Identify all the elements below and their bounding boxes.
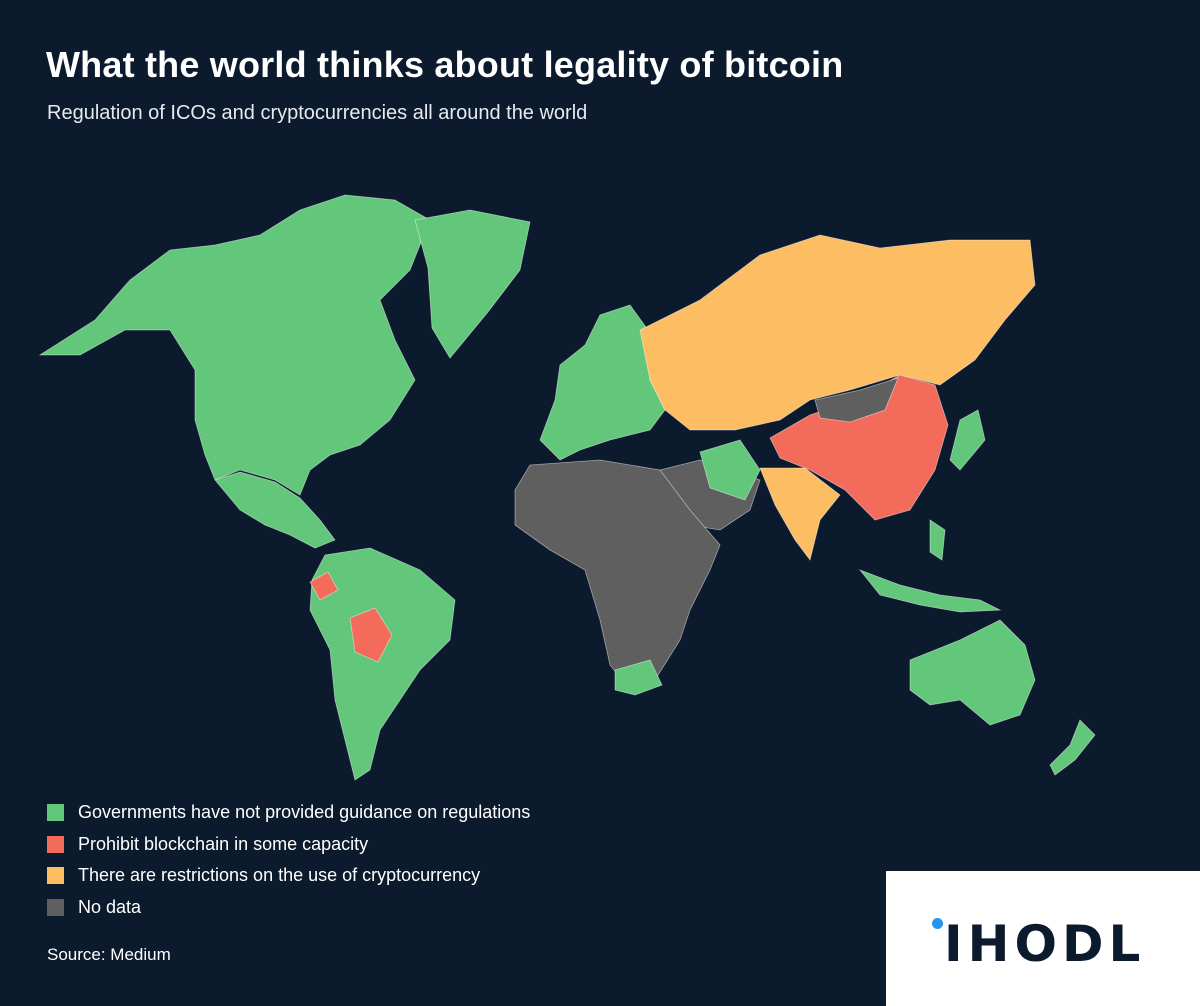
legend-label: No data	[78, 896, 142, 917]
legend-item-prohibit: Prohibit blockchain in some capacity	[47, 829, 530, 861]
legend: Governments have not provided guidance o…	[47, 797, 530, 923]
legend-label: Prohibit blockchain in some capacity	[78, 833, 369, 854]
region-greenland	[414, 209, 531, 359]
region-australia	[909, 619, 1036, 726]
region-mexico-central-america	[214, 471, 336, 549]
region-bolivia	[349, 607, 393, 663]
region-russia-central-asia	[639, 234, 1036, 431]
region-southeast-asia	[858, 569, 1002, 613]
legend-swatch	[47, 804, 64, 822]
legend-item-no-data: No data	[47, 892, 530, 924]
brand-logo: IHODL	[944, 915, 1146, 973]
page-title: What the world thinks about legality of …	[46, 44, 844, 85]
region-mongolia	[814, 377, 899, 423]
region-south-africa	[614, 659, 663, 696]
legend-swatch	[47, 835, 64, 853]
legend-swatch	[47, 867, 64, 885]
page-subtitle: Regulation of ICOs and cryptocurrencies …	[47, 102, 588, 124]
region-philippines	[929, 519, 946, 561]
legend-label: There are restrictions on the use of cry…	[78, 865, 481, 886]
region-iran	[699, 439, 761, 501]
region-ecuador	[309, 571, 339, 601]
legend-swatch	[47, 898, 64, 916]
region-new-zealand	[1049, 719, 1096, 776]
legend-item-no-guidance: Governments have not provided guidance o…	[47, 797, 530, 829]
logo-dot-icon	[932, 918, 943, 929]
legend-item-restrictions: There are restrictions on the use of cry…	[47, 860, 530, 892]
source-note: Source: Medium	[47, 945, 171, 964]
legend-label: Governments have not provided guidance o…	[78, 802, 531, 823]
region-japan	[949, 409, 986, 471]
world-map	[38, 194, 1096, 781]
region-north-america	[38, 194, 431, 496]
region-south-america	[309, 547, 456, 781]
region-india	[759, 467, 841, 561]
brand-logo-box	[886, 871, 1200, 1006]
